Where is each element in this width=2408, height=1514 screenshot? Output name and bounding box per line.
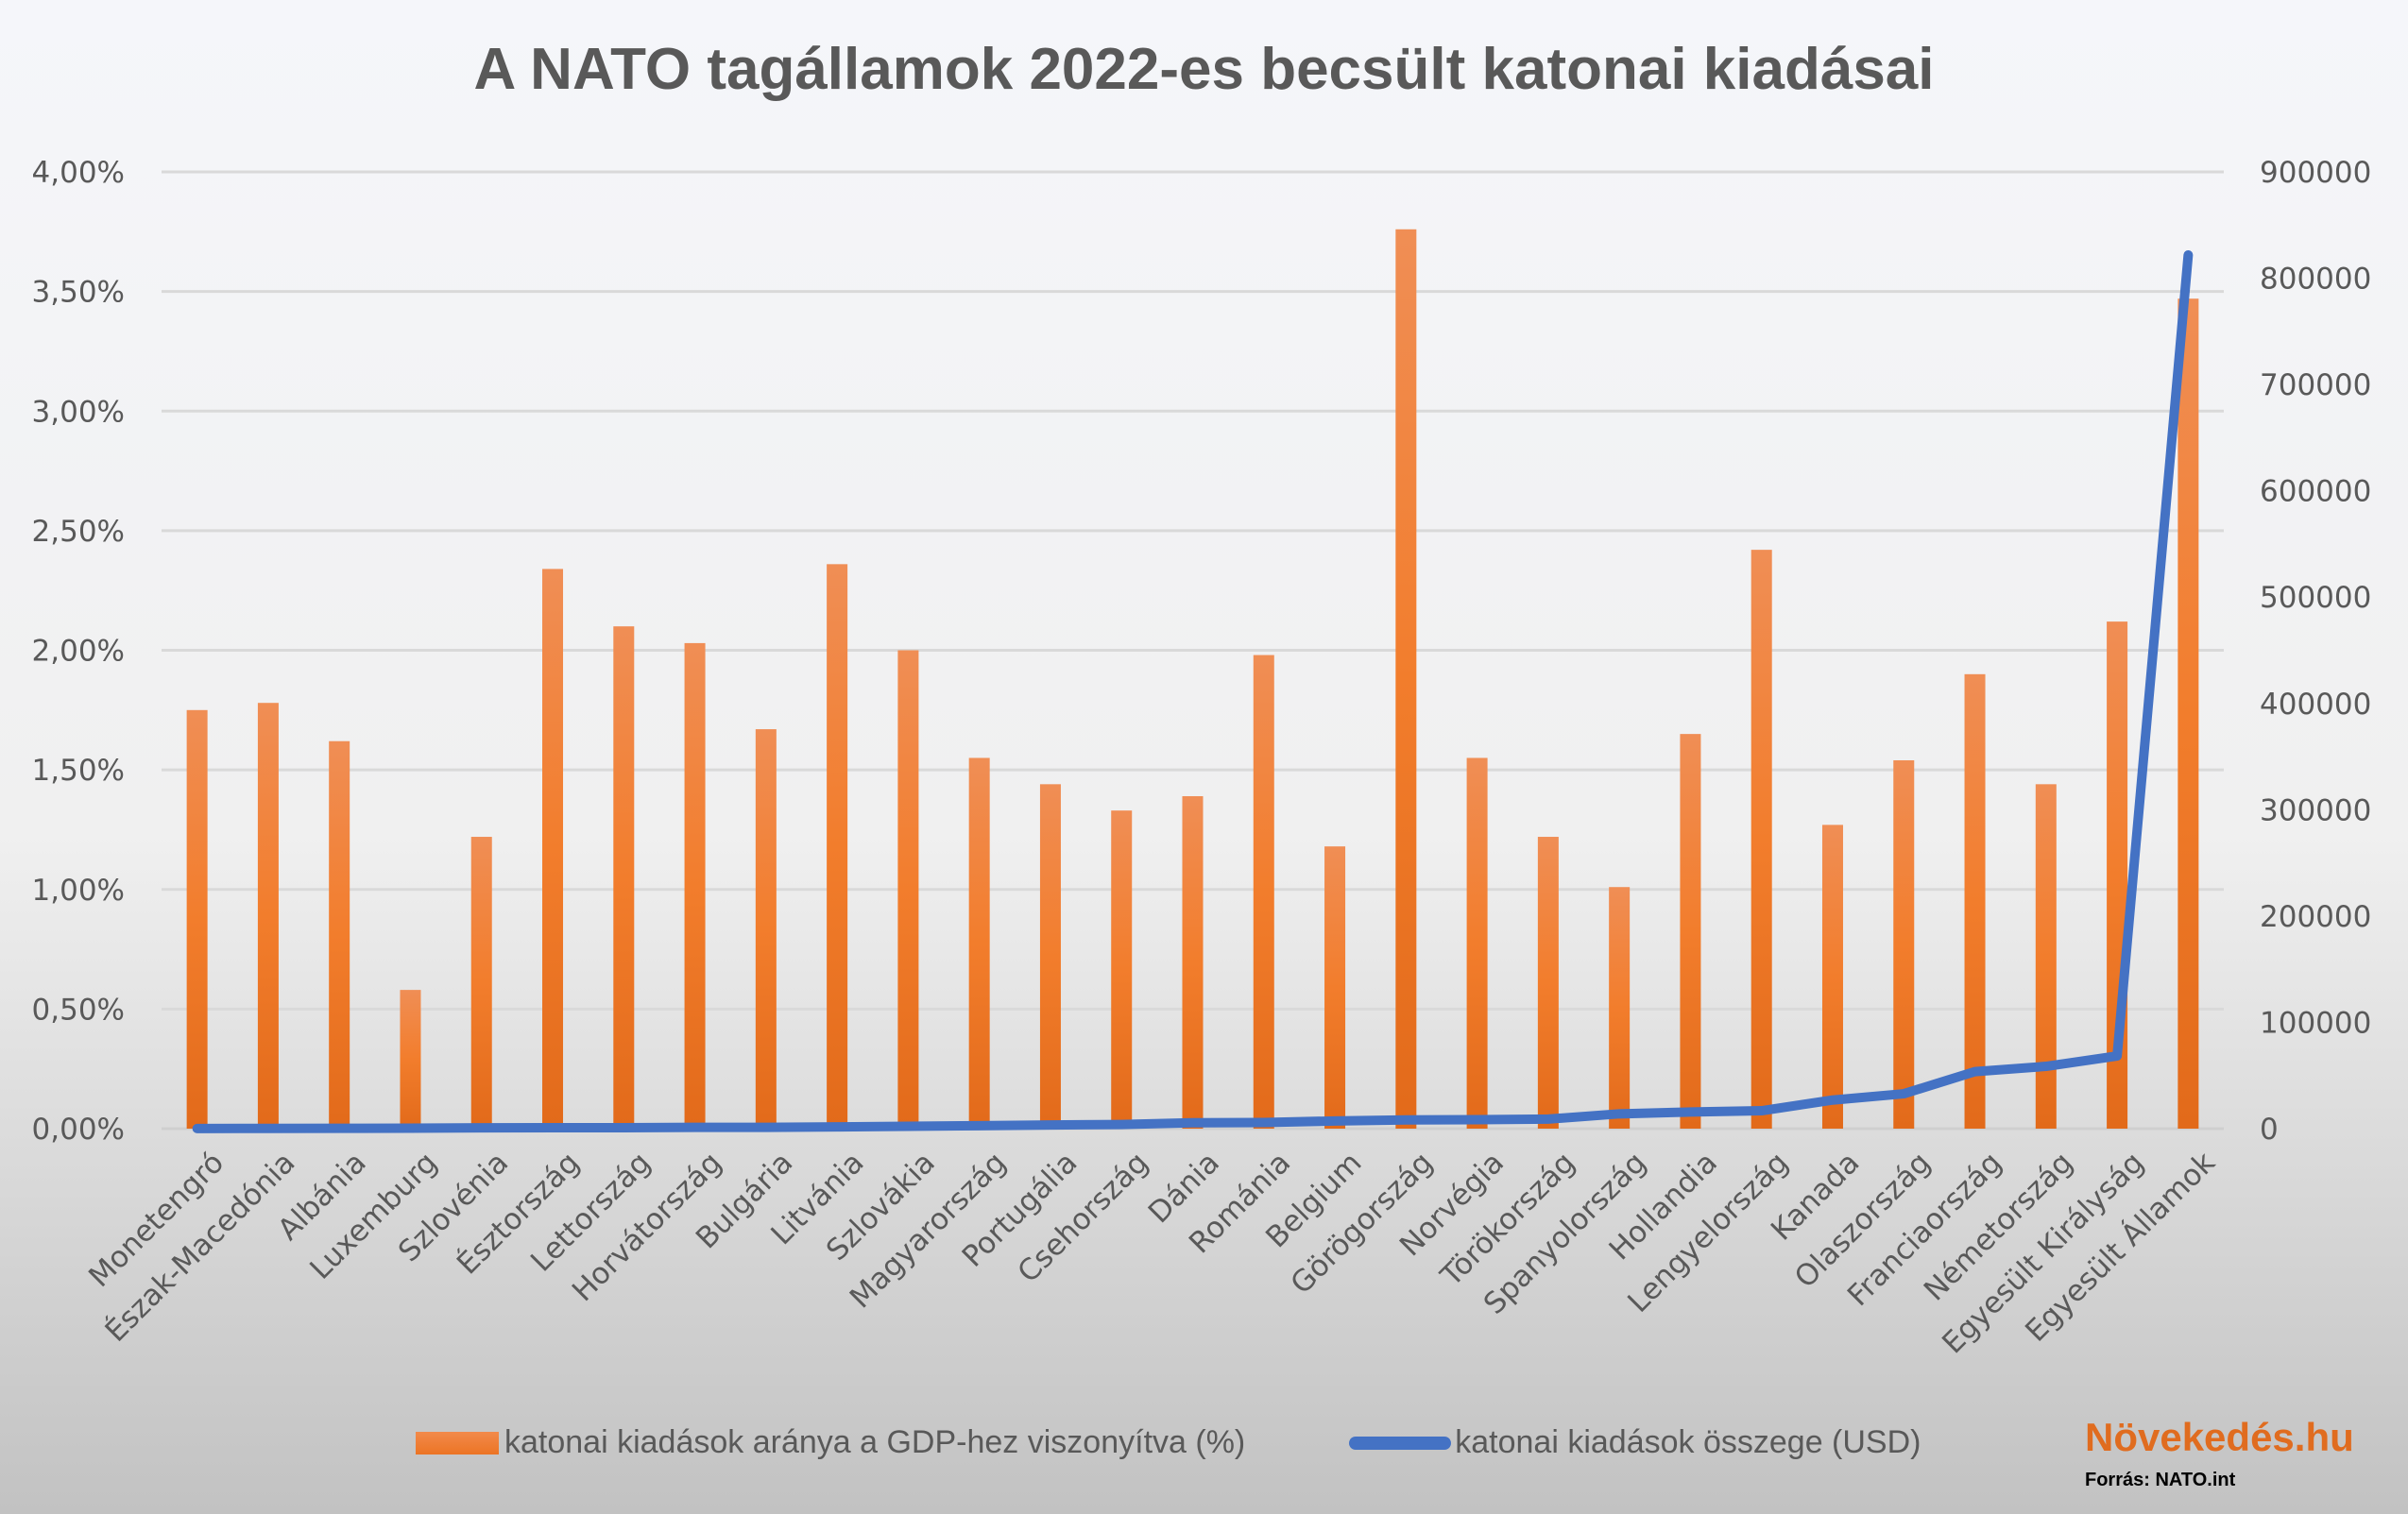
left-tick-label: 0,50%: [32, 993, 125, 1027]
bar: [400, 990, 421, 1129]
bar: [897, 650, 919, 1129]
bar: [2177, 298, 2199, 1129]
right-tick-label: 800000: [2260, 263, 2371, 297]
bar: [613, 626, 635, 1129]
left-tick-label: 4,00%: [32, 156, 125, 190]
source-note: Forrás: NATO.int: [2085, 1470, 2236, 1490]
bar: [1680, 734, 1701, 1129]
right-tick-label: 100000: [2260, 1006, 2371, 1040]
bar: [1324, 846, 1346, 1129]
left-tick-label: 0,00%: [32, 1113, 125, 1147]
left-tick-label: 1,00%: [32, 874, 125, 908]
bar: [1537, 837, 1559, 1129]
right-tick-label: 0: [2260, 1113, 2279, 1147]
chart-title: A NATO tagállamok 2022-es becsült katona…: [473, 37, 1935, 102]
right-tick-label: 200000: [2260, 900, 2371, 934]
left-tick-label: 3,00%: [32, 395, 125, 429]
bar: [2035, 784, 2057, 1129]
legend-label-bar: katonai kiadások aránya a GDP-hez viszon…: [504, 1424, 1246, 1460]
brand-logo: Növekedés.hu: [2085, 1415, 2354, 1459]
left-tick-label: 1,50%: [32, 754, 125, 788]
bar: [470, 837, 492, 1129]
right-tick-label: 500000: [2260, 581, 2371, 615]
bar: [1111, 810, 1133, 1129]
left-tick-label: 2,50%: [32, 515, 125, 549]
bar: [1609, 887, 1631, 1129]
right-tick-label: 900000: [2260, 156, 2371, 190]
right-tick-label: 300000: [2260, 793, 2371, 827]
left-tick-label: 3,50%: [32, 276, 125, 310]
bar: [257, 703, 279, 1129]
bar: [1182, 795, 1204, 1129]
bar: [1253, 655, 1274, 1129]
bar: [1893, 759, 1915, 1129]
right-tick-label: 400000: [2260, 688, 2371, 722]
bar: [1466, 757, 1488, 1129]
legend-swatch-bar: [416, 1431, 499, 1454]
bar: [968, 757, 990, 1129]
legend-label-line: katonai kiadások összege (USD): [1455, 1424, 1921, 1460]
bar: [1395, 229, 1417, 1129]
right-tick-label: 700000: [2260, 368, 2371, 402]
bar: [755, 729, 777, 1129]
bar: [1039, 784, 1061, 1129]
bar: [827, 564, 848, 1129]
bar: [684, 642, 706, 1129]
bar: [1750, 550, 1772, 1129]
bar: [1964, 673, 1986, 1129]
bar: [542, 569, 564, 1129]
legend: katonai kiadások aránya a GDP-hez viszon…: [416, 1424, 1921, 1461]
right-tick-label: 600000: [2260, 475, 2371, 509]
left-tick-label: 2,00%: [32, 635, 125, 669]
bar: [186, 709, 208, 1129]
bar: [329, 740, 350, 1129]
bar: [1821, 825, 1843, 1129]
legend-swatch-line: [1349, 1436, 1452, 1450]
